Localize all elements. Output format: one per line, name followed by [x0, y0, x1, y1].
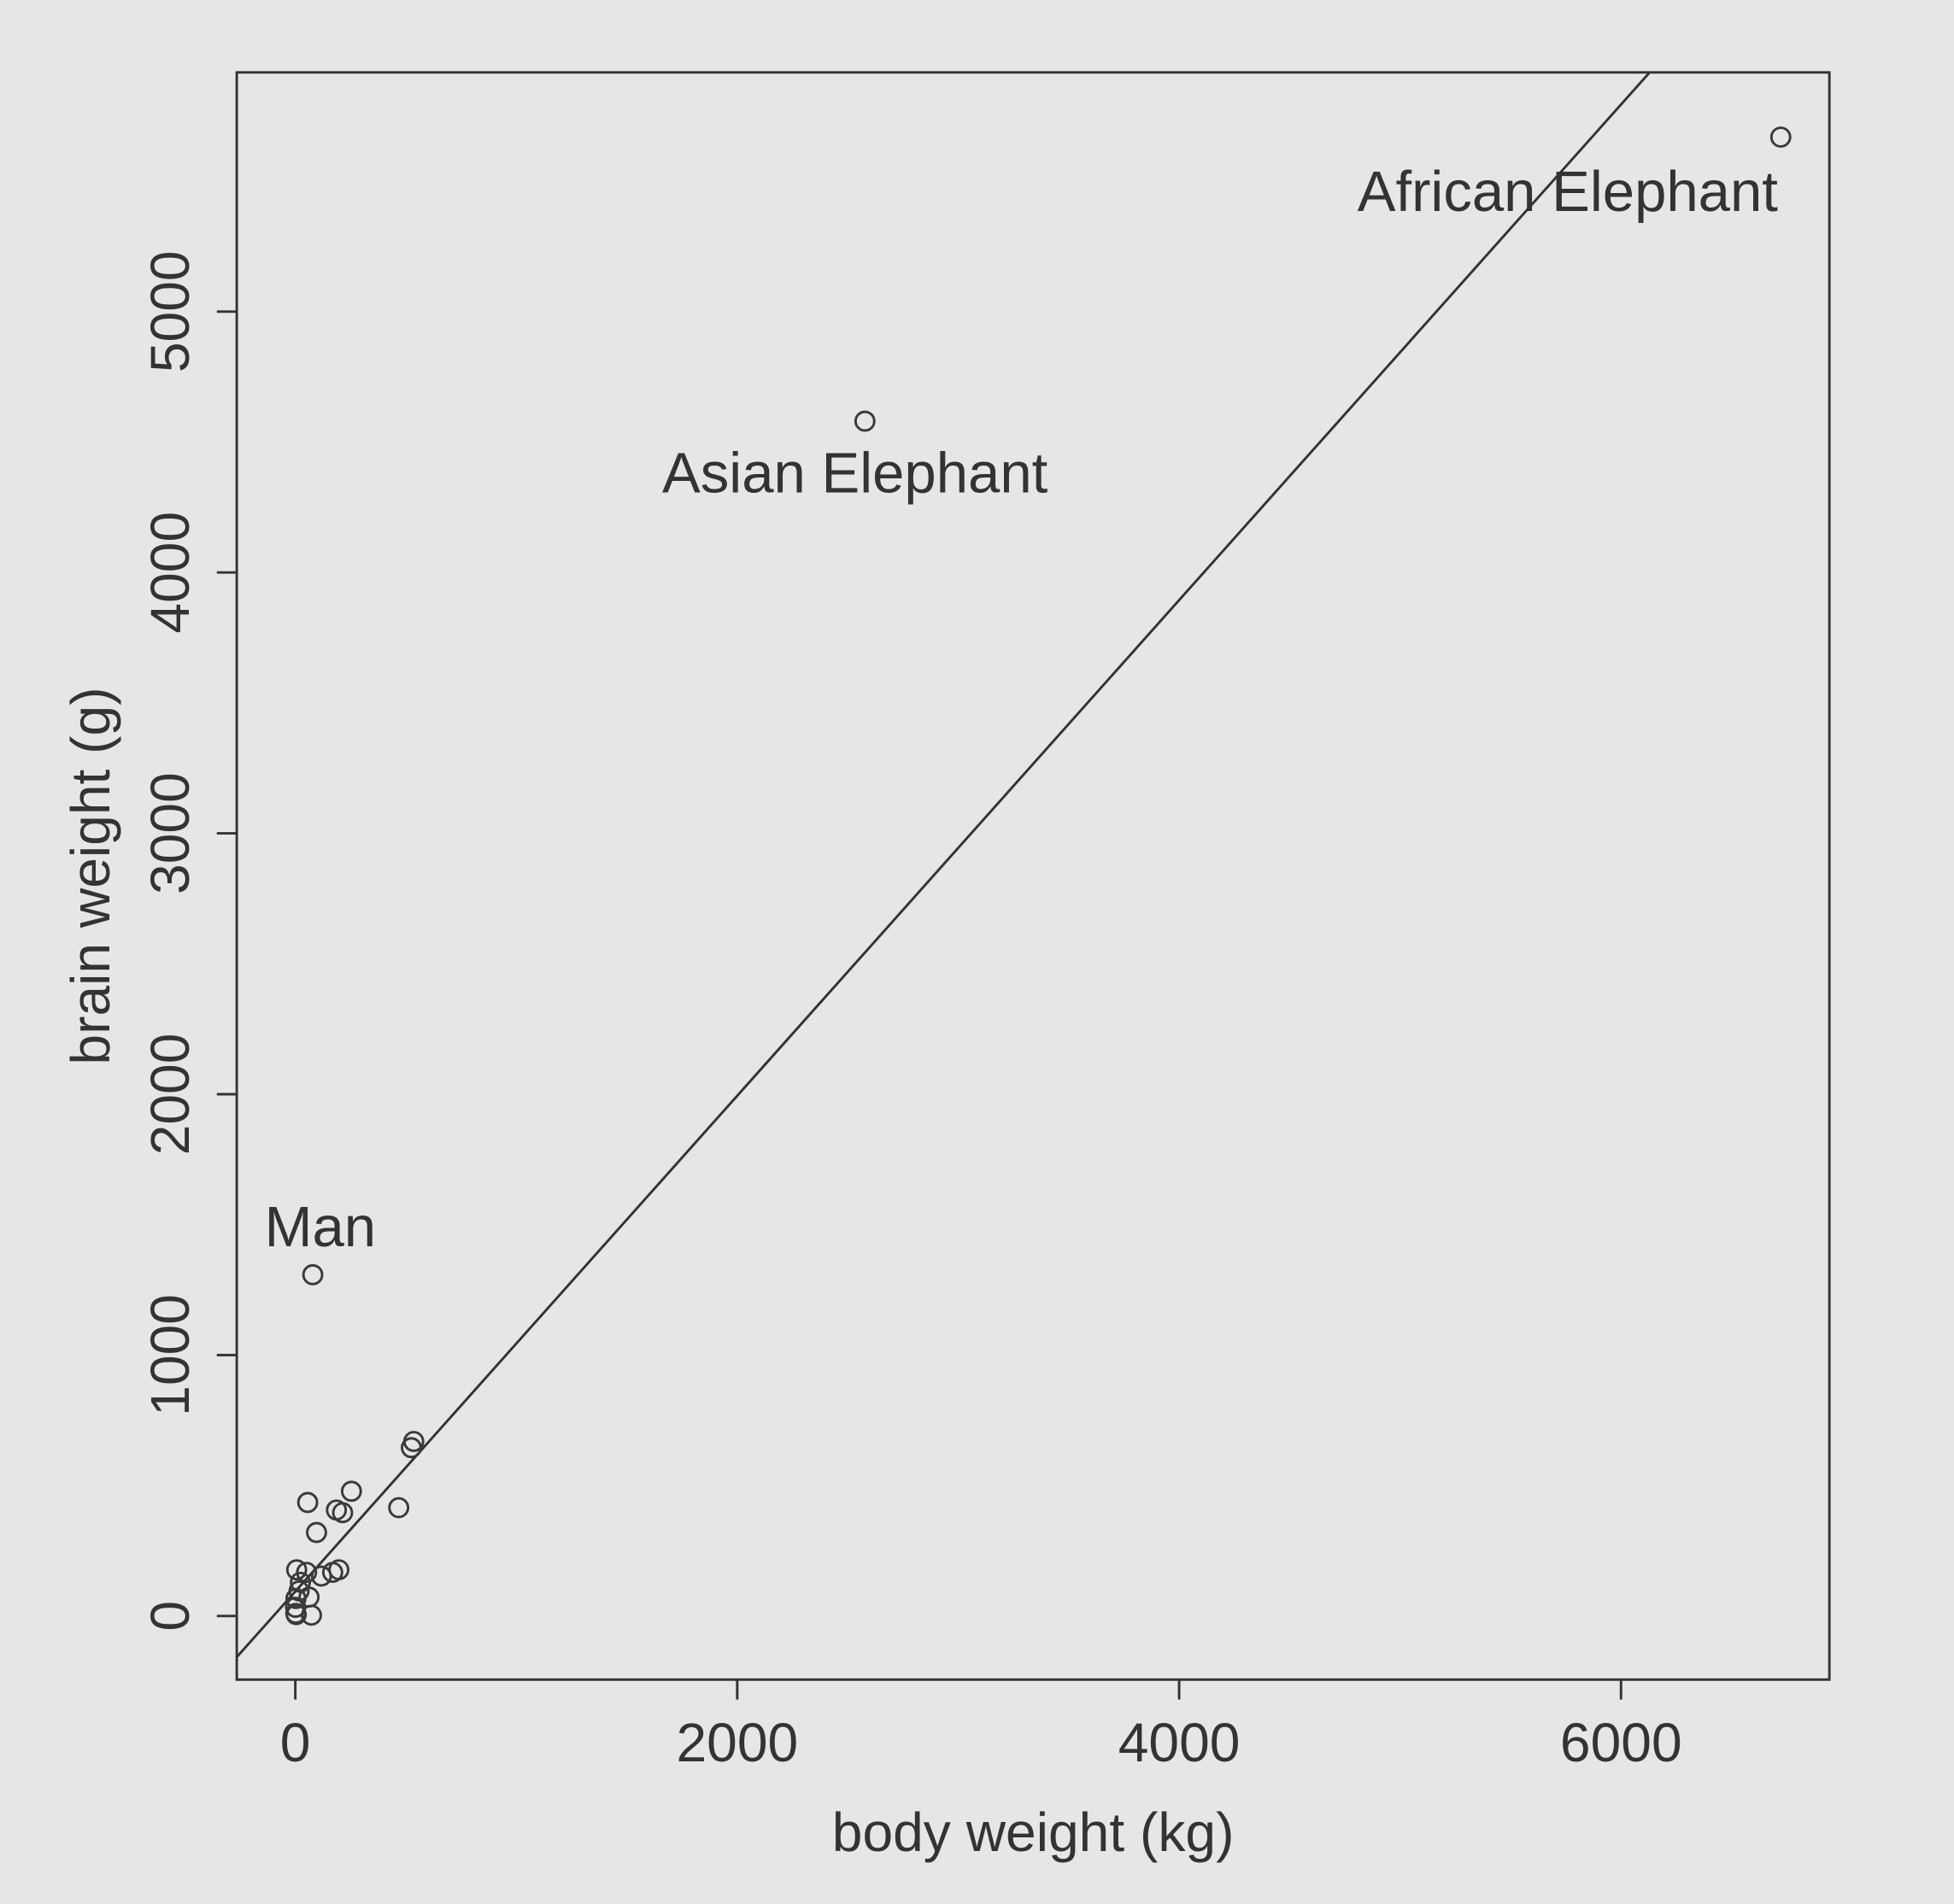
point: [401, 1437, 422, 1459]
y-tick-label: 2000: [139, 1034, 201, 1156]
fit-line: [237, 72, 1652, 1658]
y-tick-label: 0: [139, 1601, 201, 1632]
x-tick-label: 4000: [1118, 1712, 1241, 1773]
point: [1769, 126, 1792, 148]
point: [332, 1502, 354, 1524]
point-label: Man: [265, 1195, 377, 1259]
y-axis-title: brain weight (g): [60, 687, 121, 1064]
y-tick-label: 4000: [139, 512, 201, 634]
point: [290, 1571, 311, 1593]
point: [340, 1480, 362, 1503]
x-tick-label: 0: [280, 1712, 311, 1773]
point: [854, 410, 876, 432]
plot-frame: [235, 71, 1831, 1681]
point: [285, 1596, 307, 1619]
y-tick-label: 5000: [139, 250, 201, 372]
y-tick-label: 3000: [139, 772, 201, 894]
point: [285, 1603, 308, 1626]
point: [285, 1559, 308, 1581]
x-tick-label: 2000: [676, 1712, 798, 1773]
point: [310, 1565, 332, 1587]
y-tick-label: 1000: [139, 1294, 201, 1416]
point-label: African Elephant: [1358, 160, 1779, 224]
point-label: Asian Elephant: [662, 441, 1048, 505]
point: [302, 1263, 324, 1286]
point: [328, 1559, 349, 1581]
x-axis-title: body weight (kg): [832, 1801, 1235, 1863]
x-tick-label: 6000: [1560, 1712, 1682, 1773]
point: [306, 1521, 327, 1544]
point: [388, 1497, 410, 1519]
point: [296, 1491, 319, 1514]
